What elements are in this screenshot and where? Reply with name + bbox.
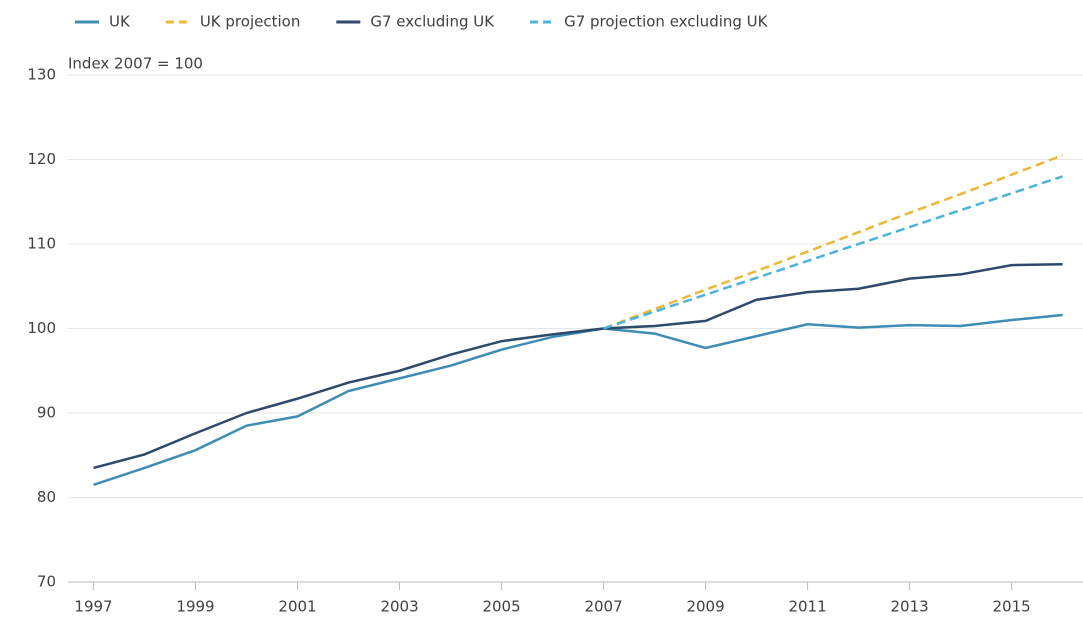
y-tick-label: 100 <box>27 319 56 337</box>
y-tick-label: 130 <box>27 66 56 84</box>
series-line <box>93 313 1063 487</box>
legend-label: G7 projection excluding UK <box>564 13 769 31</box>
x-tick-label: 1997 <box>74 598 112 616</box>
x-tick-label: 1999 <box>176 598 214 616</box>
series-line <box>603 154 1064 330</box>
x-tick-label: 2015 <box>992 598 1030 616</box>
legend-label: UK <box>109 13 131 31</box>
x-tick-label: 2003 <box>380 598 418 616</box>
series-line <box>93 263 1063 470</box>
x-tick-label: 2001 <box>278 598 316 616</box>
y-tick-label: 120 <box>27 150 56 168</box>
y-tick-label: 80 <box>37 488 56 506</box>
x-tick-label: 2011 <box>788 598 826 616</box>
x-tick-label: 2013 <box>890 598 928 616</box>
x-tick-label: 2005 <box>482 598 520 616</box>
annotation: Index 2007 = 100 <box>68 55 203 73</box>
x-tick-label: 2009 <box>686 598 724 616</box>
y-tick-label: 70 <box>37 573 56 591</box>
legend-label: UK projection <box>200 13 301 31</box>
y-tick-label: 90 <box>37 404 56 422</box>
y-tick-label: 110 <box>27 235 56 253</box>
series-line <box>603 175 1063 330</box>
x-tick-label: 2007 <box>584 598 622 616</box>
legend-label: G7 excluding UK <box>370 13 495 31</box>
